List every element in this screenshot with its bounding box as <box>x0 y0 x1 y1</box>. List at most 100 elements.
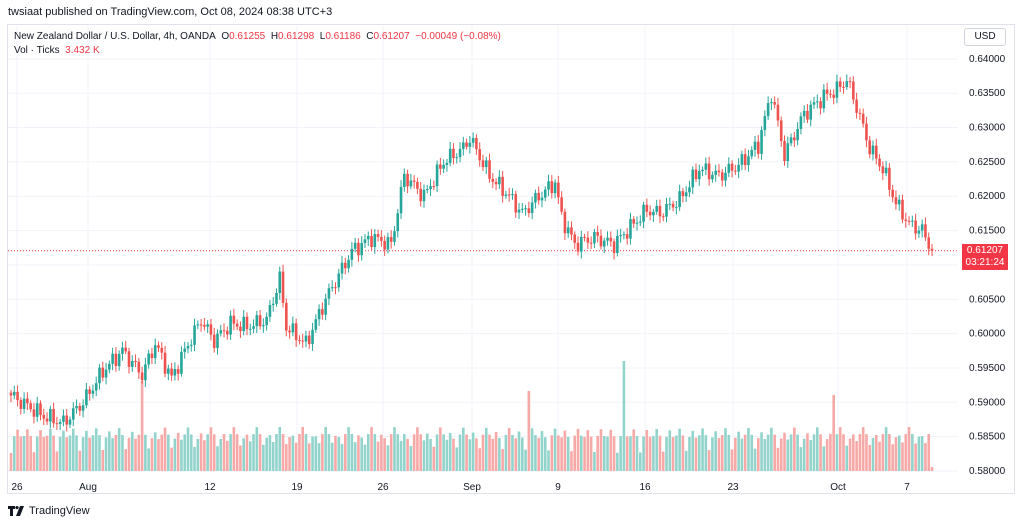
candle-body <box>55 423 59 425</box>
volume-bar <box>566 436 570 471</box>
tradingview-brand: TradingView <box>29 505 90 517</box>
volume-bar <box>376 441 380 471</box>
candle-body <box>927 237 931 249</box>
candle-body <box>730 163 734 171</box>
volume-bar <box>593 452 596 471</box>
candle-body <box>609 237 613 242</box>
volume-bar <box>248 441 252 471</box>
candle-body <box>458 148 462 158</box>
high-label: H <box>270 31 279 42</box>
x-tick-label: 7 <box>904 482 910 493</box>
volume-bar <box>540 431 544 471</box>
currency-button[interactable]: USD <box>964 28 1006 46</box>
candle-body <box>825 89 829 94</box>
candle-body <box>32 409 36 417</box>
candle-body <box>576 242 580 252</box>
candle-body <box>327 288 331 299</box>
candle-body <box>530 202 534 214</box>
volume-bar <box>311 436 314 471</box>
volume-bar <box>665 436 668 471</box>
candle-body <box>376 234 380 237</box>
candle-body <box>465 142 468 147</box>
volume-bar <box>153 432 157 471</box>
x-tick-label: 12 <box>204 482 216 493</box>
volume-bar <box>45 435 49 471</box>
volume-bar <box>819 434 822 471</box>
candle-body <box>645 204 649 212</box>
volume-bar <box>124 449 128 471</box>
candle-body <box>419 188 422 202</box>
candle-body <box>717 170 721 173</box>
volume-bar <box>380 434 383 471</box>
volume-bar <box>793 427 796 471</box>
candle-body <box>616 235 619 254</box>
candle-body <box>612 241 616 254</box>
candle-body <box>547 181 550 190</box>
volume-bar <box>455 447 459 471</box>
candle-body <box>124 347 128 352</box>
ohlc-legend: New Zealand Dollar / U.S. Dollar, 4h, OA… <box>14 31 501 42</box>
volume-bar <box>868 444 872 471</box>
candle-body <box>527 208 531 214</box>
volume-bar <box>462 427 465 471</box>
volume-bar <box>861 427 865 471</box>
volume-bar <box>573 435 577 471</box>
candle-body <box>468 142 472 147</box>
volume-bar <box>629 436 632 471</box>
tradingview-footer[interactable]: TradingView <box>8 505 90 517</box>
volume-bar <box>422 440 426 471</box>
candle-body <box>347 259 350 269</box>
volume-bar <box>281 434 285 471</box>
x-tick-label: 9 <box>555 482 561 493</box>
candle-body <box>573 234 577 243</box>
candle-body <box>180 351 183 374</box>
candle-body <box>117 353 121 367</box>
x-tick-label: 26 <box>11 482 23 493</box>
volume-bar <box>327 434 331 471</box>
candle-body <box>802 110 806 117</box>
candle-body <box>121 347 124 354</box>
volume-bar <box>553 428 557 471</box>
volume-bar <box>917 436 921 471</box>
candle-body <box>796 128 799 141</box>
volume-bar <box>219 438 223 471</box>
volume-bar <box>521 437 524 471</box>
volume-bar <box>114 434 118 471</box>
candle-body <box>658 205 662 217</box>
candle-body <box>629 219 632 239</box>
candle-body <box>842 86 845 88</box>
candle-body <box>524 208 527 210</box>
volume-bar <box>724 428 727 471</box>
volume-bar <box>52 435 55 471</box>
volume-bar <box>570 451 573 471</box>
volume-bar <box>625 436 629 471</box>
candle-body <box>75 406 78 409</box>
volume-bar <box>612 436 616 471</box>
candle-body <box>776 104 780 121</box>
candle-body <box>422 189 426 202</box>
volume-bar <box>560 437 563 471</box>
candle-body <box>445 162 449 165</box>
candle-body <box>720 172 724 181</box>
candle-body <box>681 191 685 197</box>
candle-body <box>786 143 790 162</box>
volume-bar <box>891 444 894 471</box>
candle-body <box>360 242 364 256</box>
volume-bar <box>829 433 832 471</box>
volume-bar <box>550 435 554 471</box>
low-label: L <box>319 31 326 42</box>
volume-bar <box>173 438 177 471</box>
candle-body <box>868 140 872 155</box>
candle-body <box>304 335 308 342</box>
volume-bar <box>547 450 550 471</box>
volume-bar <box>842 434 845 471</box>
volume-bar <box>557 435 560 471</box>
candle-body <box>822 89 826 109</box>
candle-body <box>924 224 927 238</box>
volume-bar <box>229 434 232 471</box>
candle-body <box>583 236 586 238</box>
candle-body <box>914 220 917 234</box>
candle-body <box>239 326 242 332</box>
candle-body <box>294 323 298 341</box>
